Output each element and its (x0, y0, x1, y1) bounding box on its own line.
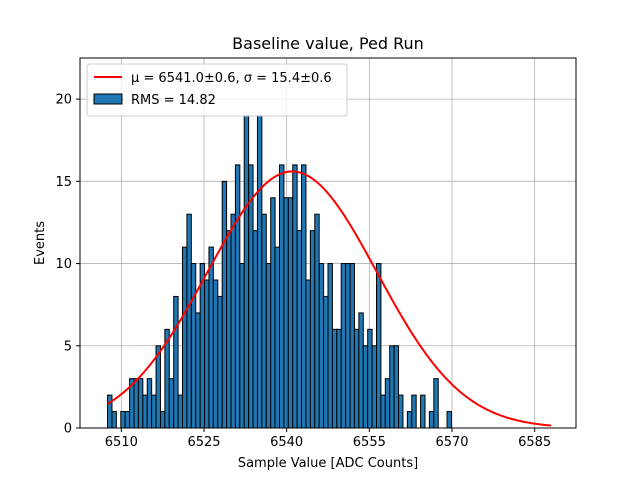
y-tick-label: 20 (55, 93, 72, 108)
histogram-bar (389, 345, 395, 429)
x-tick-label: 6555 (353, 435, 386, 450)
histogram-bar (296, 230, 303, 429)
histogram-bar (234, 164, 241, 429)
histogram-bar (265, 263, 272, 429)
histogram-bar (142, 394, 148, 429)
x-tick-label: 6585 (518, 435, 551, 450)
histogram-bar (168, 378, 175, 429)
histogram-bar (323, 295, 329, 429)
histogram-bar (349, 263, 355, 429)
histogram-bar (261, 213, 267, 429)
x-tick-label: 6540 (270, 435, 303, 450)
y-tick-label: 5 (64, 339, 72, 354)
histogram-bar (230, 213, 236, 429)
y-tick-label: 10 (55, 257, 72, 272)
y-tick-label: 0 (64, 422, 72, 437)
histogram-bar (270, 197, 276, 429)
plot-frame (79, 57, 577, 429)
histogram-bar (204, 279, 210, 429)
legend: μ = 6541.0±0.6, σ = 15.4±0.6 RMS = 14.82 (86, 63, 348, 117)
histogram-bar (411, 394, 417, 429)
histogram-bar (292, 164, 298, 429)
histogram-bar (133, 378, 139, 429)
histogram-bar (195, 312, 201, 429)
y-tick-label: 15 (55, 175, 72, 190)
histogram-bar (336, 328, 342, 429)
histogram-bar (314, 213, 320, 429)
histogram-bar (137, 378, 144, 429)
histogram-bar (318, 263, 325, 429)
histogram-bar (252, 230, 258, 429)
histogram-bar (283, 197, 289, 429)
legend-rms-label: RMS = 14.82 (131, 93, 216, 108)
histogram-bar (433, 378, 439, 429)
histogram-bar (331, 328, 338, 429)
x-tick-label: 6525 (187, 435, 220, 450)
histogram-bar (159, 411, 166, 429)
x-tick-label: 6510 (105, 435, 138, 450)
histogram-bar (111, 411, 117, 429)
histogram-bars (107, 115, 452, 429)
histogram-bar (186, 213, 192, 429)
histogram-bar (380, 394, 386, 429)
histogram-bar (301, 164, 307, 429)
histogram-bar (309, 230, 316, 429)
histogram-bar (248, 164, 254, 429)
histogram-bar (256, 115, 263, 429)
histogram-bar (420, 394, 426, 429)
histogram-bar (406, 411, 413, 429)
y-axis-ticks: 0 5 10 15 20 (55, 93, 80, 437)
histogram-bar (358, 312, 364, 429)
histogram-bar (208, 246, 214, 429)
histogram-bar (327, 263, 333, 429)
histogram-bar (151, 394, 157, 429)
x-axis-label: Sample Value [ADC Counts] (238, 456, 418, 471)
histogram-bar (384, 378, 391, 429)
histogram-bar (146, 378, 153, 429)
histogram-bar (371, 345, 377, 429)
histogram-bar (353, 328, 360, 429)
x-axis-ticks: 6510 6525 6540 6555 6570 6585 (105, 428, 551, 450)
histogram-bar (345, 263, 351, 429)
histogram-bar (212, 279, 219, 429)
histogram-bar (177, 394, 184, 429)
histogram-bar (155, 345, 161, 429)
x-tick-label: 6570 (435, 435, 468, 450)
histogram-bar (217, 295, 223, 429)
histogram-bar (243, 115, 250, 429)
histogram-bar (393, 345, 400, 429)
legend-box (86, 63, 348, 117)
histogram-bar (340, 263, 347, 429)
histogram-bar (279, 164, 285, 429)
histogram-bar (199, 263, 206, 429)
legend-histogram-swatch (93, 93, 123, 105)
histogram-bar (226, 230, 232, 429)
histogram-bar (239, 263, 245, 429)
histogram-bar (190, 263, 197, 429)
histogram-bar (428, 411, 435, 429)
histogram-bar (120, 411, 126, 429)
histogram-bar (173, 295, 179, 429)
gaussian-fit-curve (107, 170, 552, 427)
histogram-bar (221, 180, 228, 429)
histogram-bar (398, 394, 404, 429)
histogram-bar (287, 197, 294, 429)
histogram-bar (446, 411, 452, 429)
chart-title: Baseline value, Ped Run (232, 34, 424, 53)
histogram-bar (362, 345, 369, 429)
histogram-bar (107, 394, 113, 429)
histogram-bar (124, 411, 131, 429)
legend-fit-label: μ = 6541.0±0.6, σ = 15.4±0.6 (131, 71, 332, 86)
histogram-bar (367, 328, 373, 429)
histogram-bar (305, 279, 311, 429)
histogram-bar (274, 246, 281, 429)
histogram-bar (375, 263, 382, 429)
histogram-bar (182, 246, 188, 429)
y-axis-label: Events (33, 221, 48, 265)
